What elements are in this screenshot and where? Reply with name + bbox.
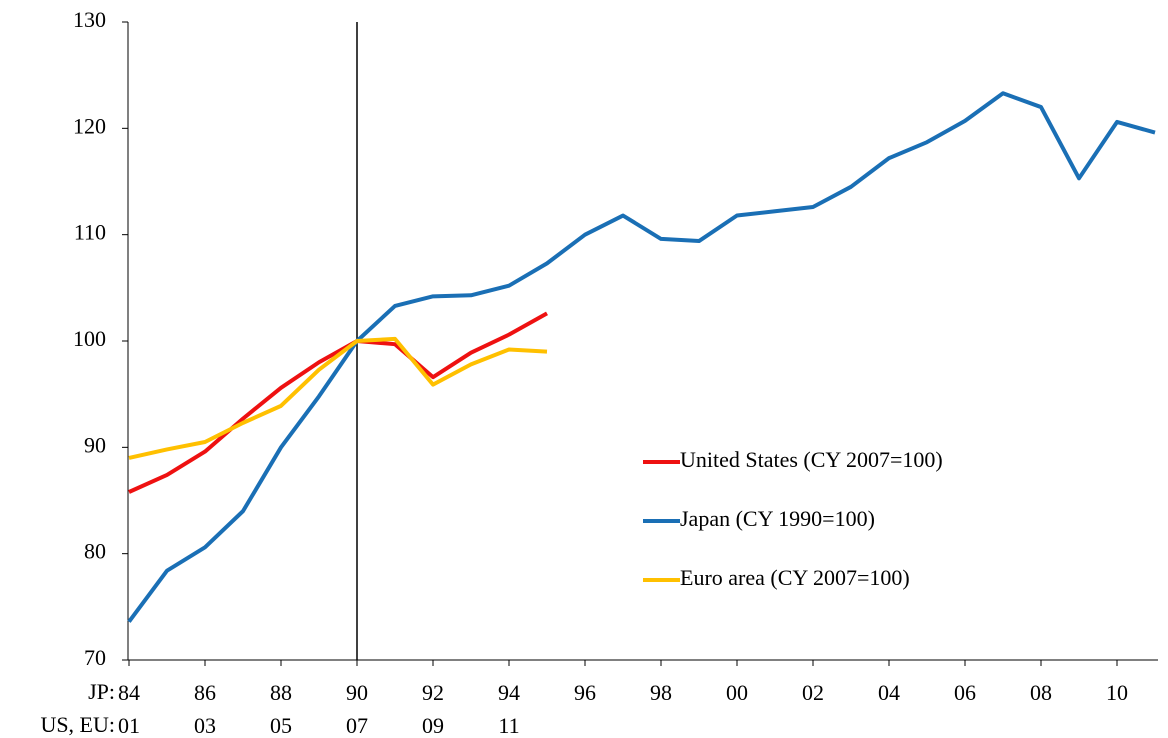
x-row-title: US, EU: — [40, 712, 115, 737]
y-tick-label: 80 — [84, 539, 106, 564]
x-tick-label: 08 — [1030, 680, 1052, 705]
y-tick-label: 130 — [73, 7, 106, 32]
x-tick-label: 04 — [878, 680, 900, 705]
x-tick-label: 98 — [650, 680, 672, 705]
y-tick-label: 90 — [84, 432, 106, 457]
y-tick-label: 100 — [73, 326, 106, 351]
x-tick-label: 02 — [802, 680, 824, 705]
x-tick-label: 92 — [422, 680, 444, 705]
x-tick-label-second: 03 — [194, 713, 216, 738]
x-tick-label: 88 — [270, 680, 292, 705]
x-row-title: JP: — [88, 679, 115, 704]
series-line — [128, 311, 548, 494]
x-tick-label-second: 11 — [498, 713, 519, 738]
y-tick-label: 120 — [73, 113, 106, 138]
x-tick-label: 94 — [498, 680, 520, 705]
series-line — [127, 91, 1156, 623]
x-tick-label: 00 — [726, 680, 748, 705]
x-tick-label: 06 — [954, 680, 976, 705]
x-tick-label: 96 — [574, 680, 596, 705]
x-tick-label: 84 — [118, 680, 140, 705]
x-tick-label-second: 07 — [346, 713, 368, 738]
y-tick-label: 110 — [74, 220, 106, 245]
legend-label: United States (CY 2007=100) — [680, 447, 943, 472]
x-tick-label-second: 01 — [118, 713, 140, 738]
x-tick-label: 86 — [194, 680, 216, 705]
x-tick-label: 90 — [346, 680, 368, 705]
y-tick-label: 70 — [84, 645, 106, 670]
x-tick-label-second: 09 — [422, 713, 444, 738]
x-tick-label: 10 — [1106, 680, 1128, 705]
x-tick-label-second: 05 — [270, 713, 292, 738]
series-line — [128, 336, 548, 460]
legend-label: Japan (CY 1990=100) — [680, 506, 875, 531]
legend-label: Euro area (CY 2007=100) — [680, 565, 910, 590]
